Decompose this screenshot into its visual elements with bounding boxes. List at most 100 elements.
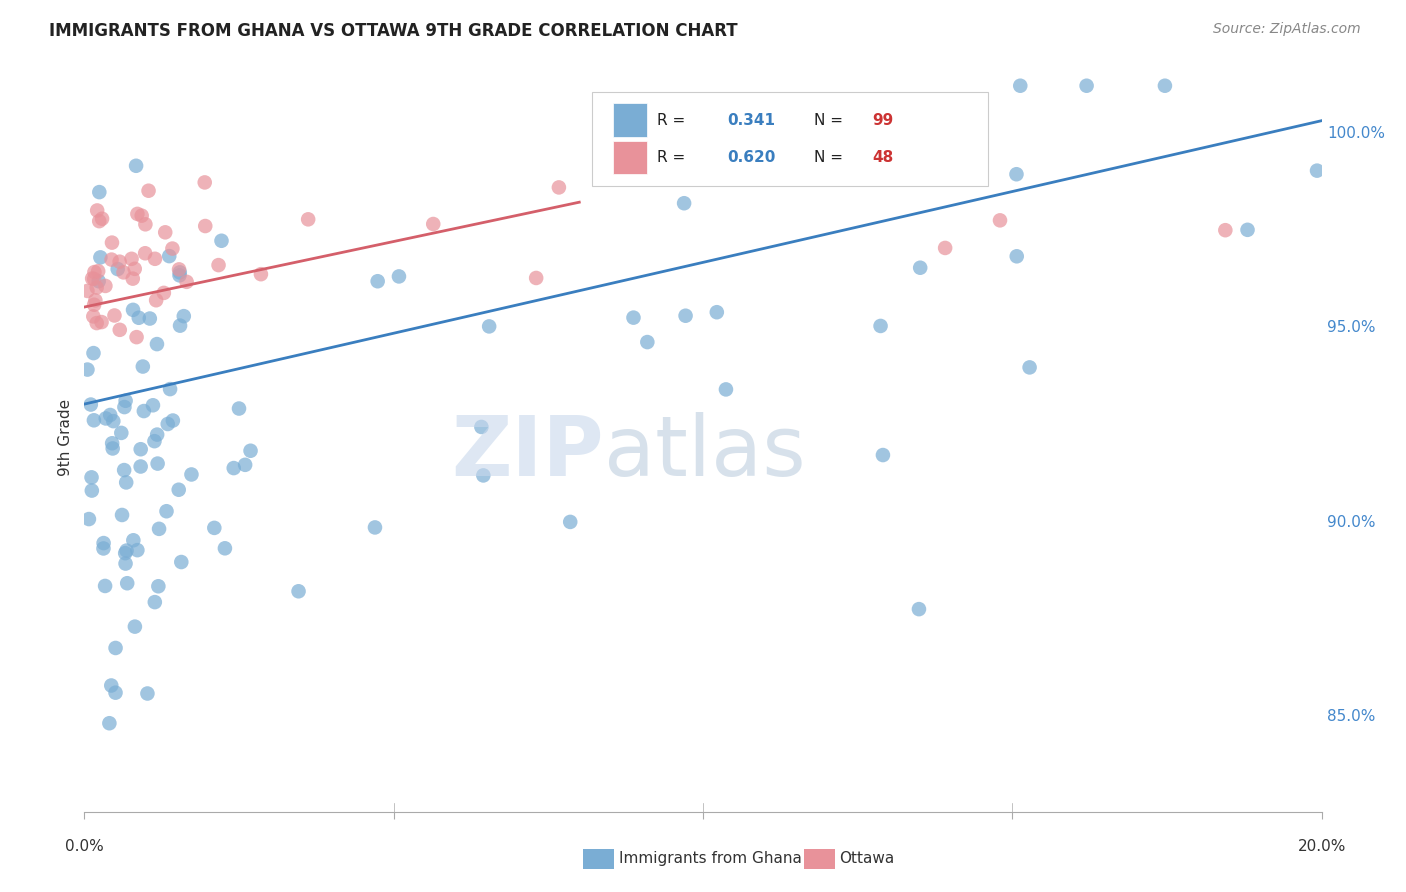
- Point: [908, 602, 931, 616]
- Point: [129, 459, 152, 474]
- Point: [121, 271, 143, 285]
- Point: [124, 619, 146, 633]
- Point: [83, 272, 105, 286]
- Point: [142, 398, 165, 412]
- Point: [94, 279, 117, 293]
- Text: 48: 48: [873, 150, 894, 165]
- Point: [132, 404, 155, 418]
- Point: [636, 335, 658, 350]
- Point: [112, 463, 135, 477]
- Point: [167, 483, 190, 497]
- Point: [127, 543, 149, 558]
- Point: [84, 293, 107, 308]
- Point: [115, 543, 138, 558]
- Point: [1215, 223, 1237, 237]
- Y-axis label: 9th Grade: 9th Grade: [58, 399, 73, 475]
- Point: [83, 265, 105, 279]
- Point: [83, 298, 105, 312]
- Text: IMMIGRANTS FROM GHANA VS OTTAWA 9TH GRADE CORRELATION CHART: IMMIGRANTS FROM GHANA VS OTTAWA 9TH GRAD…: [49, 22, 738, 40]
- Point: [167, 262, 190, 277]
- Point: [1154, 78, 1177, 93]
- Point: [155, 504, 177, 518]
- Point: [157, 249, 180, 263]
- Point: [675, 309, 697, 323]
- Point: [129, 442, 152, 457]
- Point: [148, 522, 170, 536]
- Point: [228, 401, 250, 416]
- Point: [89, 185, 111, 199]
- Point: [122, 533, 145, 548]
- Point: [159, 382, 181, 396]
- Point: [108, 254, 131, 268]
- Point: [623, 310, 645, 325]
- Text: Immigrants from Ghana: Immigrants from Ghana: [619, 851, 801, 865]
- Point: [125, 330, 148, 344]
- Point: [194, 219, 217, 233]
- Point: [470, 420, 492, 434]
- Text: Ottawa: Ottawa: [839, 851, 894, 865]
- Point: [239, 443, 262, 458]
- Text: R =: R =: [657, 112, 690, 128]
- Point: [716, 145, 738, 160]
- Point: [988, 213, 1011, 227]
- Point: [169, 265, 191, 279]
- Point: [80, 470, 103, 484]
- Point: [76, 284, 98, 298]
- Point: [82, 271, 104, 285]
- Point: [146, 337, 169, 351]
- Point: [89, 214, 111, 228]
- Point: [706, 305, 728, 319]
- Point: [148, 579, 170, 593]
- Point: [143, 434, 166, 449]
- Point: [115, 576, 138, 591]
- Point: [91, 211, 114, 226]
- Point: [214, 541, 236, 556]
- Point: [86, 280, 108, 294]
- Point: [472, 468, 495, 483]
- Point: [872, 448, 894, 462]
- Point: [146, 457, 169, 471]
- Point: [156, 417, 179, 431]
- Point: [143, 595, 166, 609]
- Text: R =: R =: [657, 150, 690, 165]
- Point: [202, 521, 225, 535]
- Point: [138, 184, 160, 198]
- Point: [103, 414, 125, 428]
- Point: [94, 411, 117, 425]
- Point: [127, 207, 149, 221]
- Point: [1005, 167, 1028, 181]
- Point: [146, 427, 169, 442]
- Point: [1005, 249, 1028, 263]
- Point: [112, 400, 135, 414]
- Point: [77, 512, 100, 526]
- Point: [176, 275, 198, 289]
- Point: [673, 196, 696, 211]
- Point: [1010, 78, 1032, 93]
- Point: [128, 310, 150, 325]
- Point: [101, 442, 124, 456]
- Text: ZIP: ZIP: [451, 411, 605, 492]
- Point: [89, 251, 111, 265]
- Point: [114, 393, 136, 408]
- Point: [125, 159, 148, 173]
- Point: [90, 315, 112, 329]
- Point: [132, 359, 155, 374]
- Point: [169, 268, 191, 283]
- Point: [122, 302, 145, 317]
- Point: [83, 413, 105, 427]
- Point: [104, 640, 127, 655]
- Point: [93, 536, 115, 550]
- Point: [131, 209, 153, 223]
- Point: [98, 408, 121, 422]
- Point: [121, 252, 143, 266]
- Point: [124, 261, 146, 276]
- Point: [162, 242, 184, 256]
- Point: [93, 541, 115, 556]
- Bar: [613, 141, 647, 175]
- Point: [100, 252, 122, 267]
- Text: 0.0%: 0.0%: [65, 838, 104, 854]
- Point: [714, 383, 737, 397]
- Point: [110, 425, 132, 440]
- Point: [104, 686, 127, 700]
- Point: [115, 475, 138, 490]
